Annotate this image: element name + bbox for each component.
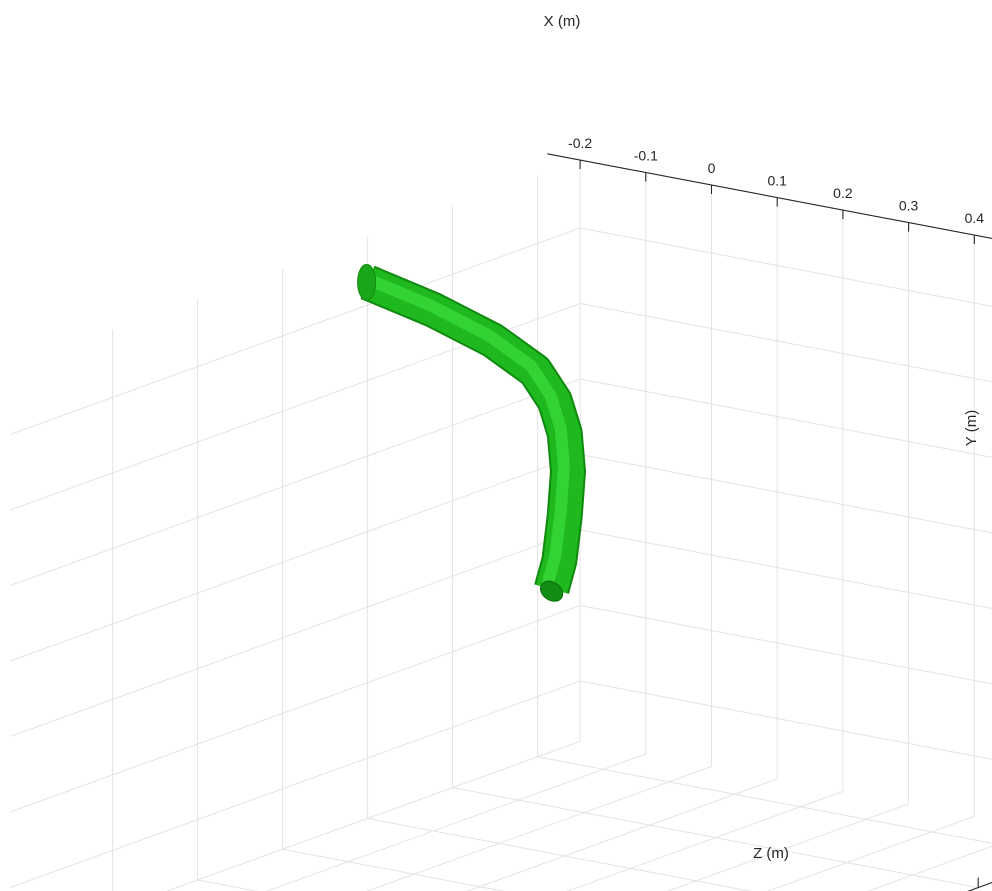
z-axis-line	[967, 882, 992, 891]
grid-line	[666, 803, 909, 891]
x-tick-label: -0.2	[568, 135, 592, 151]
grid-lines	[10, 160, 992, 891]
grid-line	[580, 378, 992, 458]
y-axis-label: Y (m)	[963, 410, 980, 446]
x-tick-label: -0.1	[634, 148, 658, 164]
grid-line	[580, 303, 992, 383]
x-tick-label: 0.3	[899, 198, 919, 214]
grid-line	[10, 529, 581, 737]
z-axis-label: Z (m)	[753, 845, 789, 862]
grid-line	[10, 605, 581, 813]
grid-line	[452, 787, 979, 889]
x-tick-label: 0	[708, 160, 716, 176]
grid-line	[10, 454, 581, 662]
tube-surface	[357, 263, 586, 602]
tube-end-cap	[539, 580, 564, 602]
x-axis-line	[547, 153, 992, 239]
grid-line	[580, 454, 992, 534]
tube-highlight	[361, 271, 570, 586]
grid-line	[367, 817, 752, 891]
axes: -0.2-0.100.10.20.30.40.50.60-0.1-0.2-0.3…	[547, 135, 992, 891]
grid-line	[282, 848, 505, 891]
grid-line	[580, 529, 992, 609]
grid-line	[867, 845, 992, 891]
grid-line	[566, 790, 844, 891]
tube-start-cap	[357, 263, 377, 301]
grid-line	[265, 753, 646, 891]
grid-line	[580, 680, 992, 760]
x-tick-label: 0.2	[833, 185, 853, 201]
grid-line	[580, 605, 992, 685]
grid-line	[466, 778, 778, 891]
grid-line	[537, 756, 992, 844]
x-tick-label: 0.1	[767, 173, 787, 189]
x-tick-label: 0.4	[965, 210, 985, 226]
grid-line	[165, 740, 581, 891]
grid-line	[10, 227, 581, 435]
x-axis-label: X (m)	[544, 13, 581, 30]
grid-line	[10, 378, 581, 586]
grid-line	[10, 680, 581, 888]
grid-line	[580, 227, 992, 307]
grid-line	[766, 815, 975, 891]
grid-line	[197, 879, 259, 891]
grid-line	[366, 765, 712, 891]
